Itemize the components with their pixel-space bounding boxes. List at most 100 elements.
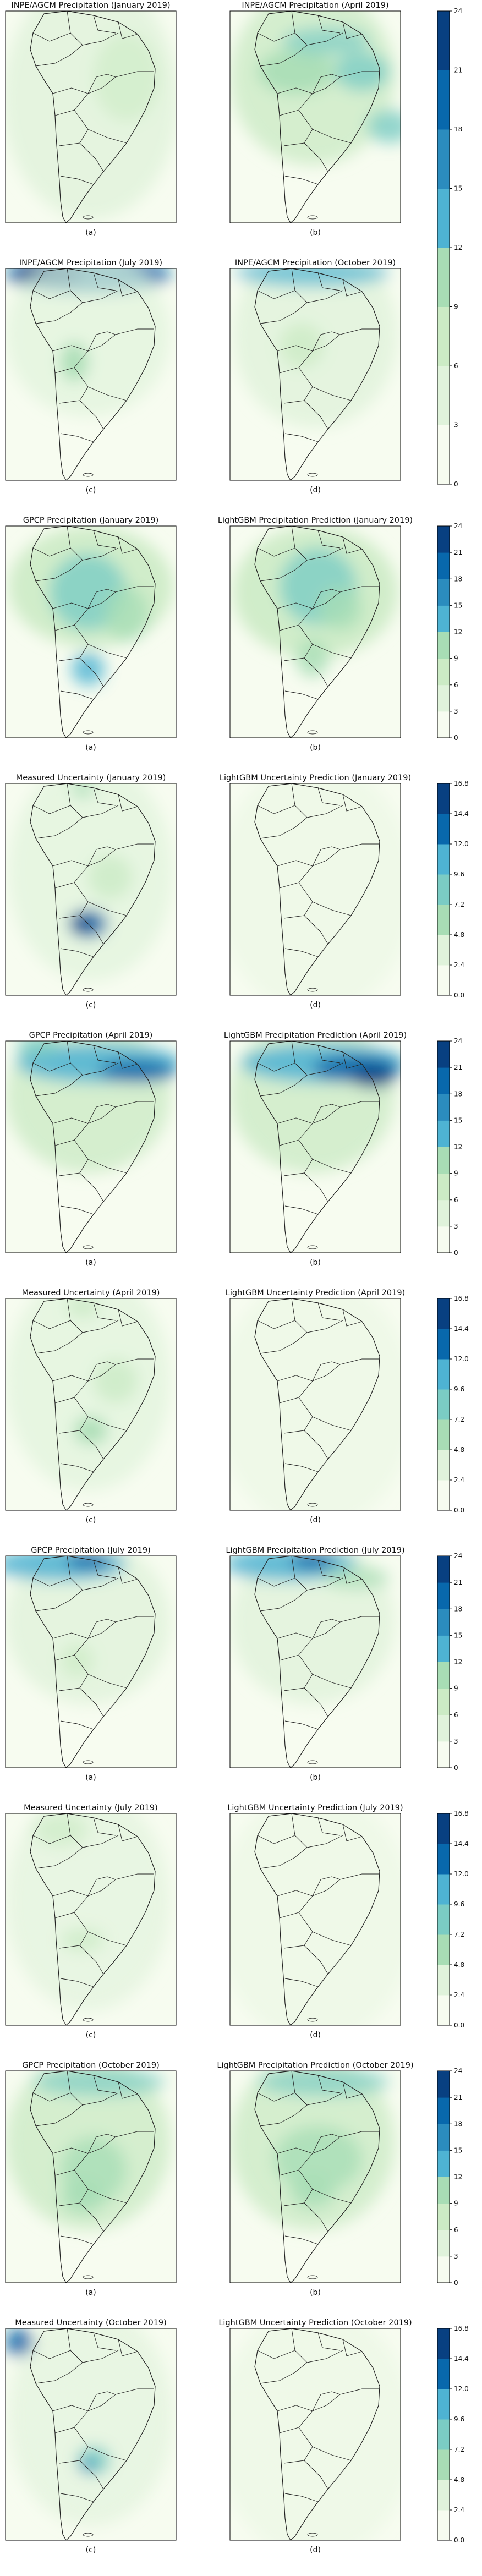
country-border [317, 15, 341, 34]
country-border [74, 1139, 127, 1174]
country-border [298, 1654, 352, 1689]
colorbar-tick-label: 9 [454, 2200, 458, 2207]
country-border [257, 32, 295, 42]
colorbar-step [437, 2419, 450, 2450]
colorbar-tick-label: 4.8 [454, 1446, 464, 1454]
map-panel-5-right: LightGBM Uncertainty Prediction (April 2… [226, 1289, 405, 1525]
island-outline [83, 473, 94, 477]
country-border [284, 1720, 319, 1730]
country-border [52, 328, 154, 352]
country-border [260, 817, 308, 839]
country-border [60, 2493, 94, 2502]
colorbar-tick-label: 24 [454, 2067, 462, 2075]
country-border [284, 176, 319, 185]
map-frame [229, 783, 401, 996]
intensity-blob [258, 2071, 390, 2096]
country-border [284, 433, 319, 442]
colorbar-tick-label: 21 [454, 2093, 462, 2101]
colorbar-tick-label: 7.2 [454, 2446, 464, 2453]
colorbar-tick-label: 24 [454, 1037, 462, 1045]
country-border [35, 45, 83, 67]
colorbar-tick-label: 21 [454, 67, 462, 74]
coastline [254, 1041, 380, 1253]
intensity-blob [74, 1417, 107, 1444]
island-outline [307, 1760, 318, 1764]
country-border [284, 948, 319, 957]
country-border [79, 657, 104, 687]
country-border [277, 328, 379, 352]
island-outline [307, 988, 318, 992]
country-border [312, 846, 341, 867]
intensity-blob [61, 2181, 105, 2214]
country-border [93, 1560, 116, 1579]
country-border [304, 1687, 328, 1717]
country-border [93, 2075, 116, 2093]
colorbar-frame [437, 1298, 450, 1511]
country-border [93, 1045, 116, 1064]
country-border [277, 1873, 379, 1897]
intensity-blob [94, 1359, 138, 1403]
intensity-blob [61, 343, 88, 381]
panel-title: LightGBM Uncertainty Prediction (July 20… [227, 1804, 403, 1812]
colorbar-tick-label: 15 [454, 601, 462, 609]
panel-caption: (a) [85, 228, 96, 237]
panel-title: LightGBM Precipitation Prediction (July … [226, 1546, 404, 1555]
map-frame [5, 268, 177, 481]
colorbar-tick-label: 9.6 [454, 2415, 464, 2423]
country-border [317, 2075, 341, 2093]
colorbar-tick-label: 14.4 [454, 2355, 469, 2363]
country-border [312, 74, 341, 94]
country-border [79, 1430, 104, 1460]
country-border [32, 32, 71, 42]
colorbar-tick-label: 18 [454, 125, 462, 133]
colorbar-step [437, 2071, 450, 2098]
intensity-blob [230, 1556, 395, 1704]
map-panel-9-left: Measured Uncertainty (October 2019) (c) [5, 2319, 177, 2555]
colorbar-step [437, 70, 450, 130]
colorbar-tick-label: 3 [454, 2252, 458, 2260]
country-border [260, 1590, 308, 1612]
country-border [298, 624, 352, 659]
country-border [342, 1309, 363, 1327]
precip-field [230, 2328, 401, 2540]
colorbar-tick-label: 12.0 [454, 1870, 469, 1878]
colorbar-tick-label: 7.2 [454, 901, 464, 908]
intensity-blob [6, 1556, 171, 1704]
island-outline [83, 2275, 94, 2279]
colorbar-step [437, 658, 450, 686]
country-border [260, 1075, 308, 1097]
panel-caption: (a) [85, 1258, 96, 1267]
colorbar-9: 0.0 2.4 4.8 7.2 9.6 12.0 14.4 16.8 [437, 2325, 469, 2544]
colorbar-tick-label: 2.4 [454, 1991, 464, 1999]
country-border [342, 279, 363, 297]
colorbar-step [437, 905, 450, 935]
intensity-blob [368, 110, 401, 143]
country-border [260, 2104, 308, 2126]
country-border [304, 1945, 328, 1975]
country-border [79, 1945, 104, 1975]
map-frame [229, 1298, 401, 1511]
map-panel-9-right: LightGBM Uncertainty Prediction (October… [218, 2319, 412, 2555]
precip-field [6, 268, 171, 480]
country-border [52, 1873, 154, 1897]
colorbar-2: 0 3 6 9 12 15 18 21 24 [437, 522, 462, 742]
map-frame [5, 525, 177, 738]
colorbar-step [437, 579, 450, 606]
country-border [118, 536, 138, 554]
intensity-blob [324, 1567, 390, 1589]
colorbar-tick-label: 7.2 [454, 1416, 464, 1423]
colorbar-tick-label: 21 [454, 1064, 462, 1071]
precip-field [6, 1298, 171, 1510]
colorbar-step [437, 1094, 450, 1121]
colorbar-step [437, 1480, 450, 1511]
country-border [284, 2235, 319, 2245]
colorbar-tick-label: 14.4 [454, 1840, 469, 1848]
coastline [254, 1813, 380, 2025]
precip-field [6, 2071, 171, 2283]
panel-title: INPE/AGCM Precipitation (April 2019) [242, 1, 388, 10]
intensity-blob [61, 1929, 105, 1951]
colorbar-step [437, 1904, 450, 1935]
country-border [87, 2134, 116, 2154]
country-border [342, 536, 363, 554]
